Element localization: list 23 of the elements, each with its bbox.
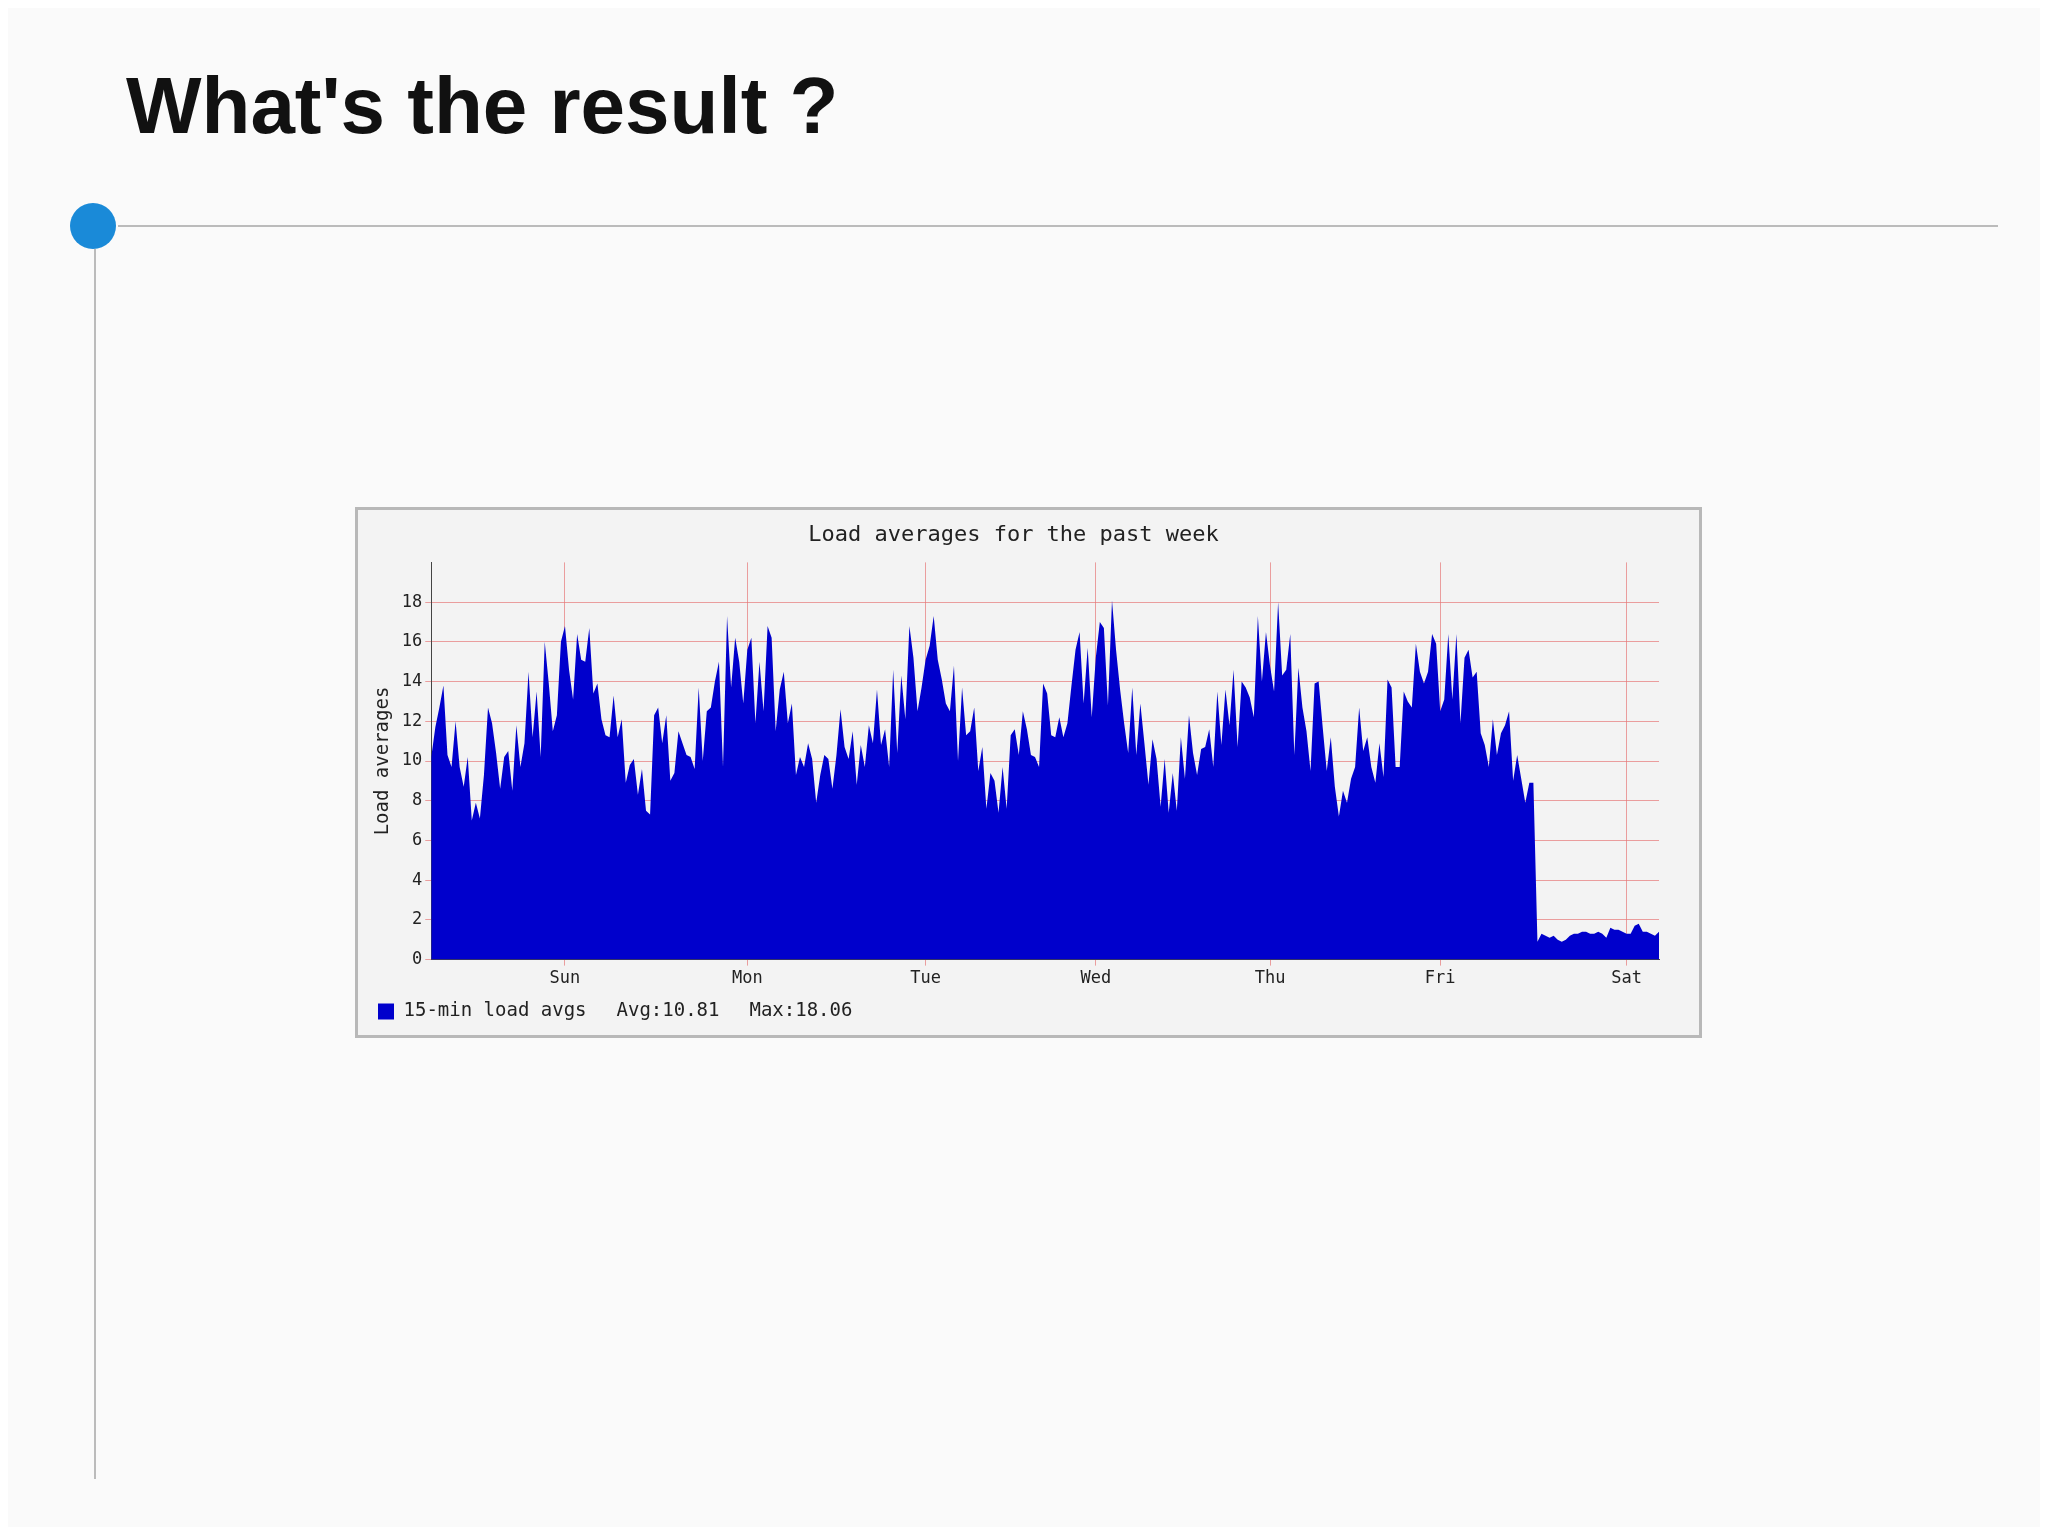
y-tick-label: 14 [401,669,423,690]
y-tick-label: 12 [401,709,423,730]
x-tick-label: Tue [910,967,941,988]
y-tick-label: 16 [401,630,423,651]
x-tick-label: Sun [549,967,581,988]
y-tick-label: 0 [412,948,423,969]
x-tick-label: Mon [731,967,763,988]
chart-subtitle: Load averages for the past week [808,520,1219,546]
x-tick-label: Fri [1424,967,1456,988]
text: Max:18.06 [749,998,853,1021]
y-tick-label: 18 [401,590,423,611]
chart-title: What's the result ? [126,60,839,152]
legend-label: 15-min load avgs [403,998,587,1021]
y-tick-label: 2 [412,908,423,929]
y-tick-label: 6 [412,828,423,849]
x-tick-label: Sat [1611,967,1642,988]
text: Avg:10.81 [616,998,720,1021]
y-tick-label: 10 [401,749,423,770]
x-tick-label: Thu [1254,967,1286,988]
y-axis-title: Load averages [370,686,393,836]
y-tick-label: 4 [412,868,423,889]
y-tick-label: 8 [412,789,423,810]
x-tick-label: Wed [1080,967,1112,988]
